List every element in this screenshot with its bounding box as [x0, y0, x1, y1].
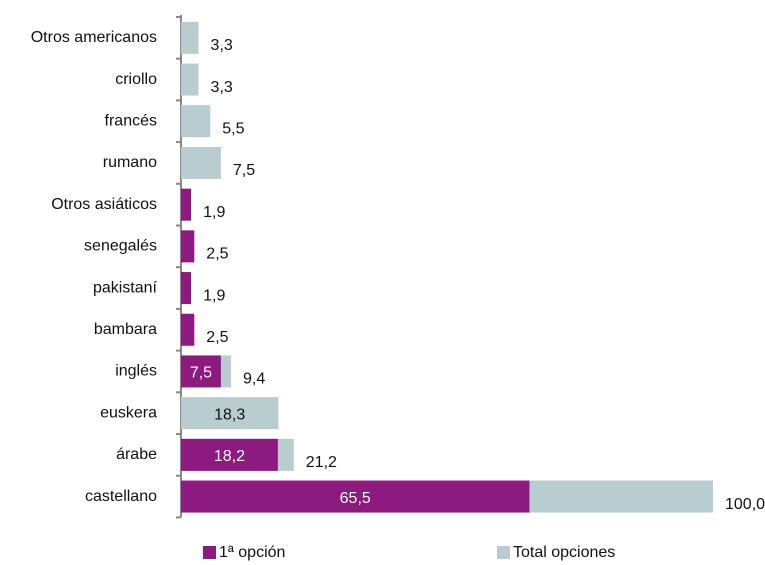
value-label: 2,5	[206, 329, 228, 346]
value-label: 7,5	[190, 365, 212, 382]
value-label: 100,0	[725, 496, 765, 513]
bar	[181, 146, 221, 179]
value-label: 7,5	[233, 162, 255, 179]
category-label: castellano	[85, 488, 157, 505]
category-label: rumano	[103, 154, 157, 171]
value-label: 21,2	[306, 454, 337, 471]
category-label: bambara	[94, 321, 157, 338]
bar	[181, 397, 279, 430]
value-label: 9,4	[243, 371, 265, 388]
category-label: árabe	[116, 446, 157, 463]
bar	[181, 438, 278, 471]
value-label: 3,3	[211, 79, 233, 96]
legend-label: Total opciones	[513, 544, 615, 561]
value-label: 1,9	[203, 204, 225, 221]
bar	[181, 480, 530, 513]
value-label: 2,5	[206, 246, 228, 263]
category-label: Otros asiáticos	[51, 196, 157, 213]
category-label: francés	[105, 112, 157, 129]
bar	[181, 21, 199, 54]
bar	[181, 355, 221, 388]
value-label: 5,5	[222, 120, 244, 137]
value-label: 1,9	[203, 287, 225, 304]
legend-swatch	[497, 546, 510, 559]
category-label: criollo	[115, 71, 157, 88]
bar	[181, 230, 195, 263]
category-label: Otros americanos	[31, 29, 157, 46]
bar	[181, 105, 211, 138]
category-label: senegalés	[84, 238, 157, 255]
bar	[181, 313, 195, 346]
value-label: 65,5	[340, 490, 371, 507]
bar	[181, 63, 199, 96]
legend-swatch	[203, 546, 216, 559]
value-label: 18,3	[214, 406, 245, 423]
category-label: euskera	[100, 404, 157, 421]
legend-label: 1ª opción	[219, 544, 285, 561]
category-label: inglés	[115, 363, 157, 380]
bar	[181, 188, 192, 221]
value-label: 18,2	[214, 448, 245, 465]
category-label: pakistaní	[93, 279, 158, 296]
value-label: 3,3	[211, 37, 233, 54]
bar	[181, 272, 192, 305]
